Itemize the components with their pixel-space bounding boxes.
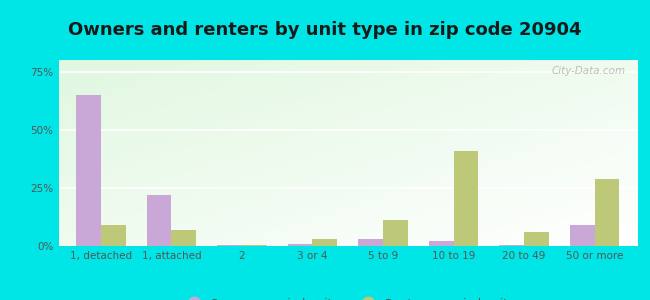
Bar [76,95,101,246]
Bar [147,195,172,246]
Bar [217,245,242,246]
Bar [383,220,408,246]
Bar [101,225,125,246]
Bar [242,245,266,246]
Text: City-Data.com: City-Data.com [551,66,625,76]
Bar [570,225,595,246]
Text: Owners and renters by unit type in zip code 20904: Owners and renters by unit type in zip c… [68,21,582,39]
Bar [313,239,337,246]
Legend: Owner occupied units, Renter occupied units: Owner occupied units, Renter occupied un… [177,293,519,300]
Bar [429,241,454,246]
Bar [454,151,478,246]
Bar [358,239,383,246]
Bar [499,245,524,246]
Bar [172,230,196,246]
Bar [595,178,619,246]
Bar [288,244,313,246]
Bar [524,232,549,246]
